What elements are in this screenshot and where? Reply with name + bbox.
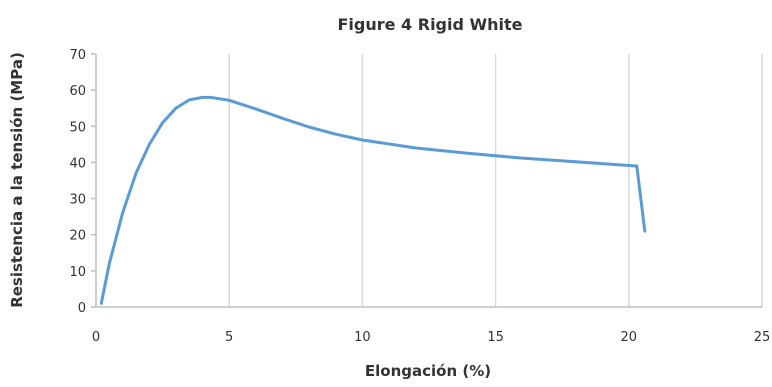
y-tick-label: 10 <box>69 265 86 280</box>
y-axis-title: Resistencia a la tensión (MPa) <box>8 52 26 308</box>
grid-layer <box>228 54 763 307</box>
x-axis-title: Elongación (%) <box>365 362 491 380</box>
y-tick-label: 20 <box>69 229 86 244</box>
y-tick-label: 30 <box>69 193 86 208</box>
y-tick-label: 60 <box>69 84 86 99</box>
y-tick-label: 70 <box>69 48 86 63</box>
axis-layer <box>91 53 762 308</box>
x-tick-label: 5 <box>225 330 233 345</box>
x-tick-label: 10 <box>354 330 371 345</box>
chart-title: Figure 4 Rigid White <box>337 15 522 34</box>
series-line <box>99 95 647 305</box>
x-tick-label: 15 <box>487 330 504 345</box>
tick-labels: 0 10 20 30 40 50 60 70 0 5 10 15 20 25 <box>69 48 770 345</box>
y-tick-label: 0 <box>78 301 86 316</box>
y-tick-label: 40 <box>69 156 86 171</box>
x-tick-label: 20 <box>621 330 638 345</box>
x-tick-label: 25 <box>754 330 771 345</box>
series-layer <box>99 95 647 305</box>
y-tick-label: 50 <box>69 120 86 135</box>
x-tick-label: 0 <box>92 330 100 345</box>
